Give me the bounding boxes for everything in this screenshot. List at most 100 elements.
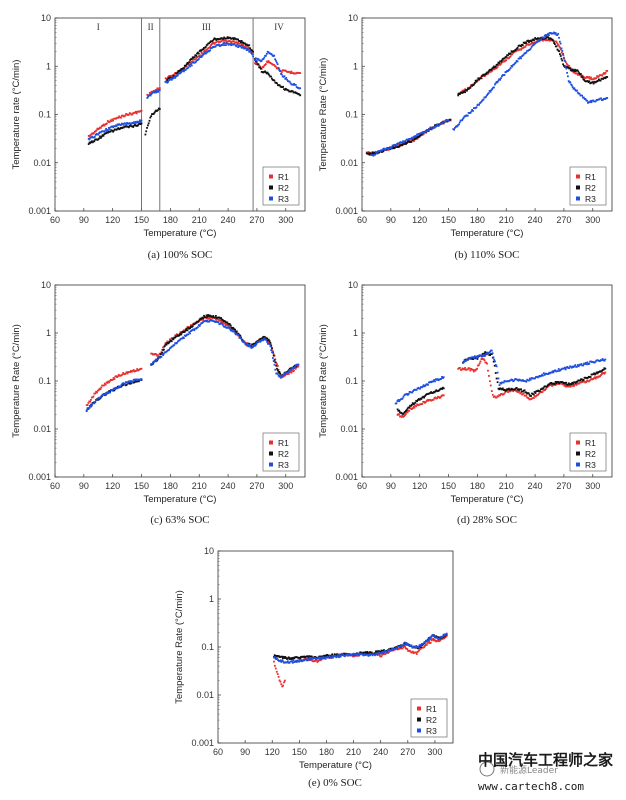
- data-point: [576, 89, 578, 92]
- data-point: [554, 43, 556, 45]
- data-point: [209, 45, 212, 48]
- data-point: [280, 661, 283, 663]
- data-point: [473, 357, 475, 360]
- data-point: [140, 109, 143, 112]
- data-point: [201, 48, 204, 51]
- legend-entry: R1: [278, 172, 289, 182]
- data-point: [430, 126, 432, 129]
- data-point: [438, 124, 440, 127]
- data-point: [328, 655, 331, 658]
- data-point: [245, 43, 248, 46]
- data-point: [296, 661, 298, 663]
- data-point: [572, 382, 574, 385]
- data-point: [484, 354, 486, 357]
- x-tick-label: 210: [346, 747, 361, 757]
- y-tick-label: 1: [46, 61, 51, 71]
- data-point: [267, 73, 270, 75]
- data-point: [523, 389, 526, 392]
- data-point: [187, 66, 190, 69]
- data-point: [204, 51, 206, 54]
- data-point: [423, 396, 425, 399]
- data-point: [278, 84, 281, 87]
- x-axis-label: Temperature (°C): [144, 228, 217, 239]
- data-point: [294, 367, 297, 370]
- data-point: [489, 354, 491, 356]
- data-point: [235, 330, 238, 333]
- data-point: [557, 44, 560, 46]
- data-point: [370, 651, 373, 654]
- data-point: [176, 71, 179, 74]
- data-point: [556, 370, 559, 372]
- data-point: [244, 46, 246, 49]
- data-point: [363, 653, 366, 656]
- data-point: [401, 647, 404, 650]
- data-point: [201, 55, 204, 57]
- data-point: [487, 70, 490, 73]
- y-axis-label: Temperature rate (°C/min): [11, 60, 22, 170]
- data-point: [245, 49, 248, 51]
- data-point: [286, 78, 288, 81]
- data-point: [331, 655, 334, 657]
- data-point: [247, 343, 249, 346]
- data-point: [282, 660, 284, 663]
- data-point: [112, 377, 115, 379]
- data-point: [381, 149, 383, 152]
- data-point: [442, 387, 445, 390]
- data-point: [287, 370, 290, 373]
- region-label: II: [148, 22, 154, 32]
- x-tick-label: 270: [556, 481, 571, 491]
- data-point: [205, 314, 208, 317]
- data-point: [522, 389, 525, 392]
- data-point: [200, 56, 203, 58]
- data-point: [398, 646, 401, 649]
- data-point: [396, 400, 399, 402]
- data-point: [107, 131, 109, 134]
- data-point: [273, 54, 276, 57]
- data-point: [294, 364, 297, 367]
- data-point: [183, 67, 185, 69]
- data-point: [500, 77, 502, 80]
- data-point: [342, 654, 345, 657]
- data-point: [281, 685, 284, 688]
- data-point: [497, 395, 500, 398]
- data-point: [125, 123, 128, 126]
- x-tick-label: 150: [441, 481, 456, 491]
- x-tick-label: 150: [292, 747, 307, 757]
- data-point: [528, 48, 531, 51]
- data-point: [498, 78, 501, 81]
- data-point: [456, 125, 459, 128]
- data-point: [201, 316, 204, 319]
- data-point: [254, 60, 257, 63]
- data-point: [495, 377, 498, 380]
- data-point: [91, 141, 94, 144]
- x-tick-label: 180: [163, 215, 178, 225]
- data-point: [406, 142, 408, 144]
- data-point: [548, 34, 550, 37]
- data-point: [158, 87, 161, 90]
- data-point: [601, 99, 604, 101]
- data-point: [548, 383, 551, 385]
- data-point: [494, 364, 497, 366]
- data-point: [138, 368, 141, 371]
- data-point: [267, 343, 270, 345]
- data-point: [505, 380, 508, 383]
- data-point: [140, 367, 143, 370]
- legend-marker: [269, 451, 273, 456]
- data-point: [274, 664, 276, 667]
- data-point: [266, 71, 269, 74]
- data-point: [498, 63, 501, 66]
- data-point: [545, 388, 547, 390]
- data-point: [274, 58, 276, 61]
- data-point: [279, 374, 282, 377]
- data-point: [111, 378, 114, 381]
- data-point: [442, 377, 444, 379]
- data-point: [563, 56, 565, 59]
- data-point: [411, 407, 414, 410]
- data-point: [277, 676, 280, 678]
- data-point: [328, 656, 330, 659]
- data-point: [163, 345, 166, 348]
- data-point: [604, 371, 607, 374]
- data-point: [215, 315, 217, 317]
- data-point: [534, 377, 536, 380]
- data-point: [229, 40, 232, 43]
